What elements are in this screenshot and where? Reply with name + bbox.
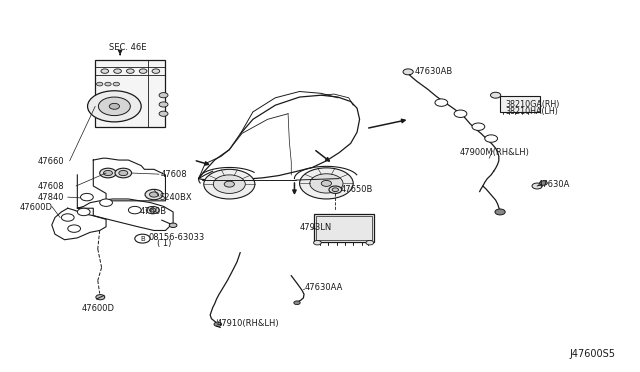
Text: 4793LN: 4793LN [300,223,332,232]
Text: 47600D: 47600D [81,304,115,313]
Text: 38210HA(LH): 38210HA(LH) [505,108,558,116]
Circle shape [99,97,131,116]
Circle shape [105,82,111,86]
Circle shape [129,206,141,214]
Circle shape [127,69,134,73]
Text: J47600S5: J47600S5 [569,349,615,359]
Bar [95,60,166,127]
Circle shape [100,199,113,206]
Circle shape [204,169,255,199]
Circle shape [224,181,234,187]
Circle shape [300,168,353,199]
Text: 47600D: 47600D [20,203,53,212]
Circle shape [150,208,156,212]
Circle shape [159,93,168,98]
Circle shape [332,188,339,192]
Circle shape [152,69,160,73]
Circle shape [403,69,413,75]
Circle shape [540,181,547,185]
Text: 47608: 47608 [38,182,65,191]
Circle shape [170,223,177,228]
Circle shape [329,186,342,193]
Circle shape [140,69,147,73]
Text: 47840: 47840 [38,193,64,202]
Text: 47608: 47608 [161,170,187,179]
Text: 47630AB: 47630AB [415,67,452,76]
Circle shape [159,102,168,107]
Circle shape [314,240,321,245]
Circle shape [147,206,159,214]
Circle shape [81,193,93,201]
Circle shape [109,103,120,109]
Circle shape [214,322,221,327]
Circle shape [88,91,141,122]
Circle shape [101,69,109,73]
Circle shape [113,82,120,86]
Text: 4760B: 4760B [140,208,167,217]
Text: SEC. 46E: SEC. 46E [109,43,147,52]
Circle shape [213,175,245,193]
Circle shape [104,170,113,176]
Text: ( 1): ( 1) [157,239,172,248]
Circle shape [321,180,332,186]
Circle shape [135,234,150,243]
Circle shape [114,69,122,73]
Text: 47900M(RH&LH): 47900M(RH&LH) [460,148,529,157]
Circle shape [484,135,497,142]
Text: 47630AA: 47630AA [305,283,343,292]
Text: 47650B: 47650B [341,185,374,194]
Circle shape [61,214,74,221]
Circle shape [490,92,500,98]
Circle shape [150,192,159,197]
Bar [316,216,372,240]
Circle shape [159,111,168,116]
Text: 38210GA(RH): 38210GA(RH) [505,100,559,109]
Circle shape [366,240,374,245]
Circle shape [145,189,163,200]
Circle shape [100,168,116,178]
Text: 47630A: 47630A [537,180,570,189]
Circle shape [68,225,81,232]
Circle shape [77,208,90,216]
Circle shape [97,82,103,86]
Text: S240BX: S240BX [159,193,192,202]
Circle shape [454,110,467,118]
Circle shape [119,170,128,176]
Circle shape [310,174,343,193]
Circle shape [294,301,300,305]
Text: 08156-63033: 08156-63033 [149,232,205,242]
Circle shape [532,183,542,189]
Bar [314,214,374,241]
Text: 47910(RH&LH): 47910(RH&LH) [216,320,279,328]
Bar [500,96,540,112]
Text: 47660: 47660 [38,157,65,166]
Circle shape [435,99,448,106]
Circle shape [96,295,105,300]
Circle shape [115,168,132,178]
Text: B: B [140,235,145,242]
Circle shape [472,123,484,131]
Circle shape [495,209,505,215]
